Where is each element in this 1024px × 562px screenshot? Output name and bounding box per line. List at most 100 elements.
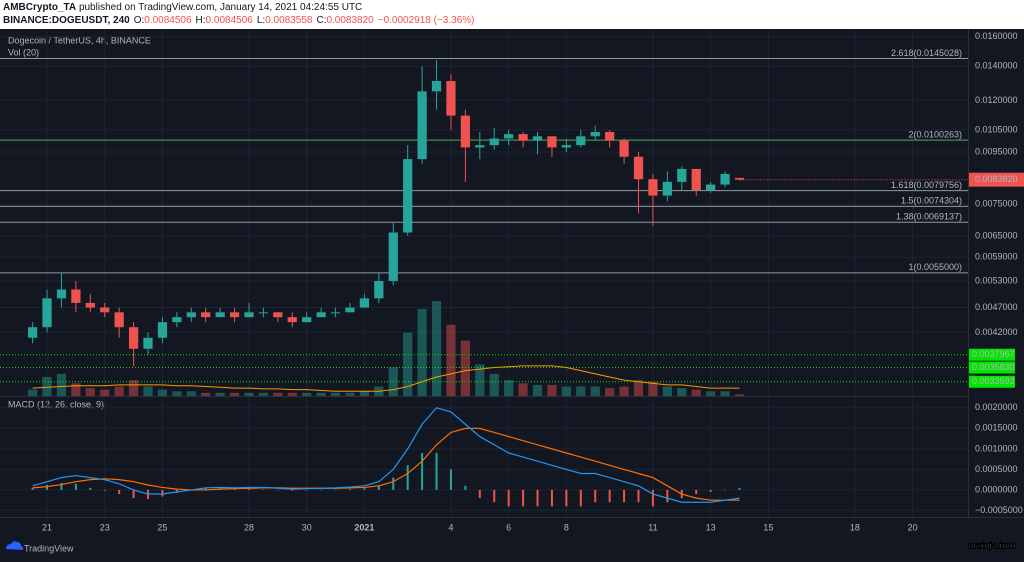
volume-bar — [403, 332, 413, 396]
ohlc-value: 0.0084506 — [206, 15, 254, 26]
volume-bar — [302, 392, 312, 396]
volume-bar — [186, 391, 196, 396]
candle-body — [590, 132, 600, 137]
volume-bar — [258, 392, 269, 396]
candle-body — [56, 289, 67, 299]
macd-histogram-bar — [46, 484, 49, 490]
volume-bar — [114, 386, 124, 396]
support-label-box — [969, 361, 1015, 374]
candle-body — [186, 312, 196, 318]
y-tick-label: 0.0053000 — [975, 275, 1018, 285]
x-tick-label: 13 — [706, 522, 716, 532]
volume-bar — [576, 386, 586, 396]
candle-body — [576, 136, 586, 146]
candle-body — [128, 327, 139, 349]
volume-bar — [56, 373, 67, 396]
macd-histogram-bar — [262, 489, 265, 491]
x-tick-label: 18 — [850, 522, 860, 532]
ohlc-value: 0.0084506 — [144, 15, 192, 26]
y-tick-label: −0.0005000 — [975, 505, 1023, 515]
volume-bar — [633, 380, 644, 396]
macd-histogram-bar — [651, 489, 654, 507]
ohlc-label: O: — [134, 15, 145, 26]
candle-body — [215, 312, 225, 318]
candle-body — [691, 168, 701, 191]
macd-histogram-bar — [709, 489, 712, 492]
volume-bar — [504, 380, 514, 396]
volume-bar — [85, 388, 95, 396]
candle-body — [561, 145, 571, 148]
macd-histogram-bar — [348, 489, 351, 490]
x-tick-label: 6 — [506, 522, 511, 532]
support-label: 0.0033592 — [972, 376, 1015, 386]
y-tick-label: 0.0059000 — [975, 252, 1018, 262]
volume-bar — [128, 380, 139, 396]
volume-ma-line — [32, 365, 740, 392]
fib-label: 2(0.0100263) — [908, 129, 962, 139]
macd-histogram-bar — [594, 489, 597, 503]
volume-bar — [417, 308, 427, 396]
candle-body — [273, 312, 283, 318]
candle-body — [100, 307, 110, 313]
volume-bar — [691, 389, 701, 396]
candle-body — [504, 134, 514, 139]
macd-histogram-bar — [623, 489, 626, 503]
candle-body — [605, 132, 615, 141]
candle-body — [417, 91, 427, 160]
macd-histogram-bar — [738, 487, 741, 490]
macd-histogram-bar — [536, 489, 539, 507]
x-tick-label: 21 — [42, 522, 52, 532]
volume-bar — [561, 386, 571, 396]
macd-histogram-bar — [608, 489, 611, 503]
volume-bar — [215, 392, 225, 396]
volume-bar — [71, 383, 81, 396]
volume-bar — [677, 388, 687, 396]
candle-body — [446, 80, 456, 116]
candle-body — [460, 115, 471, 148]
support-label: 0.0035830 — [972, 362, 1015, 372]
y-tick-label: 0.0047000 — [975, 302, 1018, 312]
candle-body — [201, 312, 211, 318]
candle-body — [475, 145, 485, 148]
macd-histogram-bar — [695, 489, 698, 495]
candle-body — [71, 289, 81, 303]
x-tick-label: 30 — [302, 522, 312, 532]
fib-label: 1.38(0.0069137) — [896, 212, 962, 222]
x-tick-label: 28 — [244, 522, 254, 532]
published: published on TradingView.com, January 14… — [79, 2, 362, 13]
macd-histogram-bar — [449, 469, 452, 490]
macd-histogram-bar — [478, 489, 481, 499]
y-tick-label: 0.0020000 — [975, 402, 1018, 412]
candle-body — [330, 312, 341, 314]
volume-bar — [446, 324, 456, 396]
candle-body — [345, 307, 355, 313]
header-bar — [0, 0, 1024, 29]
support-label-box — [969, 375, 1015, 388]
ohlc-label: L: — [257, 15, 265, 26]
candle-body — [633, 156, 644, 180]
header-line-1: AMBCrypto_TA published on TradingView.co… — [3, 2, 362, 13]
change: −0.0002918 (−3.36%) — [378, 15, 475, 26]
candle-body — [489, 138, 499, 146]
candle-body — [316, 312, 326, 318]
candle-body — [619, 140, 629, 157]
macd-histogram-bar — [421, 452, 424, 490]
macd-histogram-bar — [276, 489, 279, 491]
macd-histogram-bar — [724, 489, 727, 491]
ohlc-label: H: — [196, 15, 206, 26]
volume-bar — [287, 392, 297, 396]
y-tick-label: 0.0095000 — [975, 146, 1018, 156]
candle-body — [302, 317, 312, 323]
volume-bar — [460, 340, 471, 396]
volume-bar — [489, 373, 499, 396]
candle-body — [734, 177, 745, 180]
volume-bar — [532, 384, 543, 396]
volume-bar — [172, 391, 182, 396]
macd-histogram-bar — [550, 489, 553, 507]
watermark: arzinja.info — [968, 540, 1016, 550]
volume-bar — [734, 394, 745, 396]
macd-histogram-bar — [522, 489, 525, 507]
volume-bar — [706, 391, 716, 396]
macd-histogram-bar — [493, 489, 496, 503]
